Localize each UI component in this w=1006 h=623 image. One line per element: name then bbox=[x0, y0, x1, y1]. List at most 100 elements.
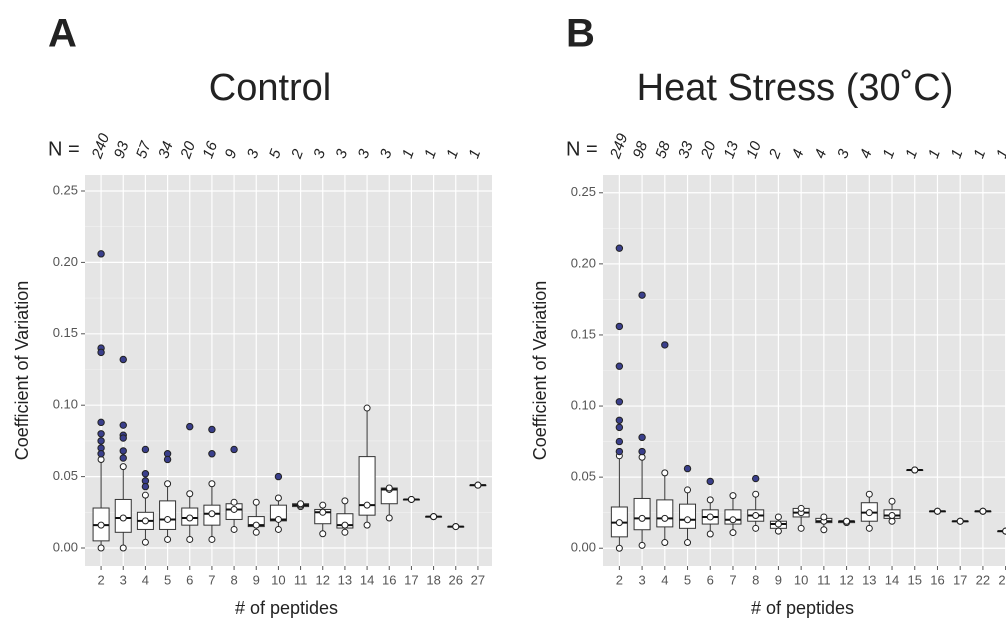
outlier bbox=[751, 474, 760, 483]
point bbox=[119, 514, 127, 522]
x-tick-label: 8 bbox=[752, 572, 759, 587]
y-tick-label: 0.05 bbox=[571, 469, 596, 484]
point bbox=[774, 520, 782, 528]
outlier bbox=[638, 447, 646, 456]
count-label: 20 bbox=[697, 139, 719, 162]
count-label: 3 bbox=[310, 146, 329, 160]
point bbox=[684, 486, 692, 494]
point bbox=[706, 496, 714, 504]
point bbox=[820, 513, 828, 521]
point bbox=[865, 509, 873, 517]
point bbox=[363, 521, 371, 529]
x-tick-label: 9 bbox=[253, 572, 260, 587]
count-label: 249 bbox=[607, 131, 632, 162]
point bbox=[865, 490, 873, 498]
y-tick-label: 0.25 bbox=[53, 182, 78, 197]
count-label: 5 bbox=[266, 146, 285, 160]
outlier bbox=[119, 454, 127, 462]
point bbox=[230, 505, 238, 513]
count-label: 98 bbox=[630, 139, 652, 161]
y-tick-label: 0.15 bbox=[53, 325, 78, 340]
point bbox=[661, 514, 669, 522]
outlier bbox=[97, 450, 105, 458]
count-label: 4 bbox=[811, 147, 830, 161]
outlier bbox=[97, 430, 105, 438]
point bbox=[252, 528, 260, 536]
x-axis-label: # of peptides bbox=[751, 598, 854, 618]
count-label: 3 bbox=[244, 146, 263, 160]
point bbox=[615, 544, 623, 552]
outlier bbox=[615, 437, 624, 446]
y-tick-label: 0.20 bbox=[53, 254, 78, 269]
outlier bbox=[208, 450, 216, 458]
point bbox=[385, 514, 393, 522]
point bbox=[706, 530, 714, 538]
point bbox=[979, 507, 987, 515]
count-label: 4 bbox=[857, 147, 876, 161]
point bbox=[230, 498, 238, 506]
x-tick-label: 27 bbox=[471, 572, 485, 587]
point bbox=[774, 527, 782, 535]
point bbox=[706, 513, 714, 521]
point bbox=[164, 480, 172, 488]
point bbox=[164, 515, 172, 523]
point bbox=[1002, 527, 1006, 535]
y-tick-label: 0.25 bbox=[571, 184, 596, 199]
point bbox=[774, 513, 782, 521]
count-label: 13 bbox=[720, 139, 742, 161]
point bbox=[208, 510, 216, 518]
outlier bbox=[230, 445, 238, 454]
x-tick-label: 5 bbox=[164, 572, 171, 587]
box bbox=[656, 499, 674, 528]
count-label: 93 bbox=[111, 139, 133, 161]
plot-panel bbox=[85, 175, 492, 566]
n-label: N = bbox=[48, 138, 80, 160]
panel-label: B bbox=[566, 12, 595, 56]
x-tick-label: 3 bbox=[638, 572, 645, 587]
y-tick-label: 0.05 bbox=[53, 468, 78, 483]
count-label: 240 bbox=[88, 131, 113, 162]
outlier bbox=[615, 447, 624, 456]
point bbox=[752, 512, 760, 520]
x-tick-label: 6 bbox=[707, 572, 714, 587]
point bbox=[319, 508, 327, 516]
point bbox=[141, 538, 149, 546]
count-label: 3 bbox=[834, 146, 853, 160]
x-tick-label: 22 bbox=[976, 572, 990, 587]
outlier bbox=[186, 422, 194, 431]
x-tick-label: 9 bbox=[775, 572, 782, 587]
x-tick-label: 14 bbox=[360, 572, 374, 587]
box bbox=[679, 503, 697, 529]
count-label: 1 bbox=[993, 147, 1006, 161]
outlier bbox=[97, 250, 105, 258]
point bbox=[319, 501, 327, 509]
outlier bbox=[119, 421, 127, 429]
outlier bbox=[615, 423, 624, 432]
y-tick-label: 0.10 bbox=[53, 397, 78, 412]
point bbox=[119, 544, 127, 552]
y-tick-label: 0.00 bbox=[571, 540, 596, 555]
point bbox=[615, 519, 623, 527]
point bbox=[888, 517, 896, 525]
x-tick-label: 26 bbox=[449, 572, 463, 587]
point bbox=[341, 497, 349, 505]
outlier bbox=[141, 482, 150, 491]
point bbox=[141, 517, 149, 525]
count-label: 33 bbox=[675, 139, 697, 161]
count-label: 3 bbox=[377, 146, 396, 160]
x-tick-label: 12 bbox=[316, 572, 330, 587]
point bbox=[297, 500, 305, 508]
x-tick-label: 11 bbox=[817, 572, 831, 587]
x-tick-label: 16 bbox=[930, 572, 944, 587]
count-label: 1 bbox=[880, 147, 899, 161]
count-label: 1 bbox=[902, 147, 921, 161]
outlier bbox=[615, 416, 624, 424]
point bbox=[888, 497, 896, 505]
count-label: 4 bbox=[789, 147, 808, 161]
point bbox=[888, 512, 896, 520]
outlier bbox=[119, 355, 127, 364]
y-tick-label: 0.20 bbox=[571, 255, 596, 270]
point bbox=[141, 491, 149, 499]
count-label: 20 bbox=[177, 139, 199, 162]
